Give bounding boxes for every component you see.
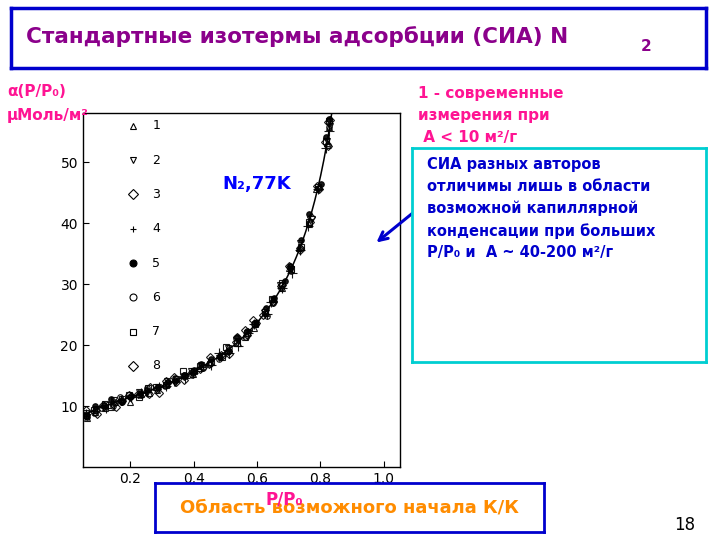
Text: 5: 5 xyxy=(153,256,161,269)
Text: 6: 6 xyxy=(153,291,161,304)
Text: измерения при: измерения при xyxy=(418,108,549,123)
Text: 8: 8 xyxy=(153,360,161,373)
Text: 2: 2 xyxy=(640,39,651,54)
Text: 1: 1 xyxy=(153,119,161,132)
Text: α(P/P₀): α(P/P₀) xyxy=(7,84,66,99)
Text: 7: 7 xyxy=(153,325,161,338)
Text: 4: 4 xyxy=(153,222,161,235)
Text: Область возможного начала К/К: Область возможного начала К/К xyxy=(180,498,518,517)
Text: А < 10 м²/г: А < 10 м²/г xyxy=(418,130,517,145)
Text: СИА разных авторов
отличимы лишь в области
возможной капиллярной
конденсации при: СИА разных авторов отличимы лишь в облас… xyxy=(426,157,655,260)
Text: 2: 2 xyxy=(153,153,161,166)
Text: μМоль/м²: μМоль/м² xyxy=(7,108,89,123)
Text: Стандартные изотермы адсорбции (СИА) N: Стандартные изотермы адсорбции (СИА) N xyxy=(26,26,568,47)
Text: N₂,77K: N₂,77K xyxy=(222,175,291,193)
Text: 3: 3 xyxy=(153,188,161,201)
Text: 18: 18 xyxy=(674,516,695,534)
Text: 1 - современные: 1 - современные xyxy=(418,86,563,102)
Text: P/P₀: P/P₀ xyxy=(266,490,303,508)
